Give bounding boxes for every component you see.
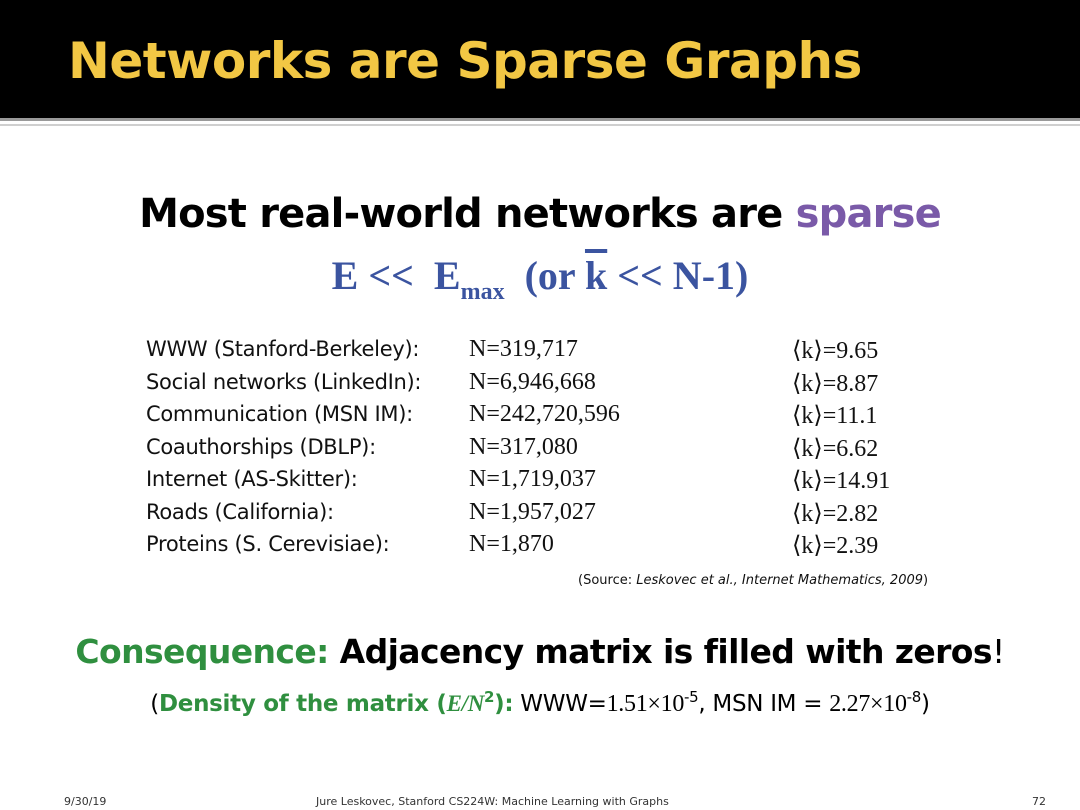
- title-divider: [0, 118, 1080, 121]
- density-msn-value: 2.27×10: [829, 691, 907, 717]
- node-count: N=1,957,027: [469, 498, 596, 525]
- network-name: Proteins (S. Cerevisiae):: [146, 532, 390, 556]
- avg-degree: ⟨k⟩=14.91: [792, 468, 891, 494]
- density-msn-exp: -8: [906, 688, 922, 706]
- network-name: Roads (California):: [146, 499, 334, 524]
- network-name: Coauthorships (DBLP):: [146, 434, 376, 459]
- title-divider-secondary: [0, 124, 1080, 126]
- density-label-text: Density of the matrix (: [158, 691, 447, 717]
- consequence-exclamation: !: [991, 632, 1005, 671]
- network-name: Social networks (LinkedIn):: [146, 369, 422, 394]
- table-row: Internet (AS-Skitter): N=1,719,037 ⟨k⟩=1…: [146, 466, 966, 500]
- headline: Most real-world networks are sparse: [0, 194, 1080, 234]
- avg-degree: ⟨k⟩=9.65: [792, 338, 879, 364]
- slide-title: Networks are Sparse Graphs: [68, 32, 862, 90]
- formula-part3: << N-1): [607, 253, 749, 298]
- node-count: N=317,080: [469, 433, 578, 460]
- formula-part2: (or: [504, 253, 585, 298]
- density-formula-exp: 2: [484, 688, 495, 706]
- density-msn-label: , MSN IM =: [698, 691, 830, 717]
- network-stats-table: WWW (Stanford-Berkeley): N=319,717 ⟨k⟩=9…: [146, 336, 966, 565]
- consequence-label: Consequence:: [75, 632, 329, 671]
- table-row: Social networks (LinkedIn): N=6,946,668 …: [146, 368, 966, 403]
- table-row: Roads (California): N=1,957,027 ⟨k⟩=2.82: [146, 498, 966, 533]
- avg-degree: ⟨k⟩=2.82: [792, 500, 879, 527]
- source-suffix: ): [923, 573, 929, 588]
- network-name: Internet (AS-Skitter):: [146, 467, 358, 491]
- density-www-exp: -5: [684, 688, 699, 706]
- avg-degree: ⟨k⟩=11.1: [792, 403, 878, 429]
- node-count: N=1,719,037: [469, 466, 596, 492]
- sparsity-formula: E << Emax (or k << N-1): [0, 253, 1080, 306]
- formula-kbar: k: [584, 253, 608, 298]
- source-reference: Leskovec et al., Internet Mathematics, 2…: [636, 573, 924, 588]
- node-count: N=242,720,596: [469, 401, 620, 427]
- consequence-text: Adjacency matrix is filled with zeros: [328, 632, 993, 671]
- density-label: Density of the matrix (E/N2):: [158, 688, 514, 718]
- density-formula: E/N: [446, 691, 485, 716]
- source-prefix: (Source:: [578, 573, 637, 588]
- density-www-value: 1.51×10: [606, 691, 685, 717]
- network-name: Communication (MSN IM):: [146, 402, 413, 426]
- formula-sub: max: [460, 279, 505, 305]
- title-bar: [0, 0, 1080, 118]
- density-note: (Density of the matrix (E/N2): WWW=1.51×…: [0, 690, 1080, 719]
- density-label-close: ):: [494, 691, 514, 717]
- table-row: Communication (MSN IM): N=242,720,596 ⟨k…: [146, 401, 966, 435]
- table-row: Proteins (S. Cerevisiae): N=1,870 ⟨k⟩=2.…: [146, 531, 966, 565]
- footer-date: 9/30/19: [64, 795, 107, 808]
- density-www-label: WWW=: [513, 691, 607, 717]
- footer-credit: Jure Leskovec, Stanford CS224W: Machine …: [316, 795, 669, 808]
- consequence-statement: Consequence: Adjacency matrix is filled …: [0, 635, 1080, 668]
- page-number: 72: [1032, 795, 1046, 808]
- headline-main: Most real-world networks are: [139, 191, 796, 237]
- node-count: N=6,946,668: [469, 368, 596, 395]
- headline-accent: sparse: [795, 191, 942, 237]
- avg-degree: ⟨k⟩=8.87: [792, 370, 879, 397]
- node-count: N=1,870: [469, 531, 554, 557]
- source-citation: (Source: Leskovec et al., Internet Mathe…: [578, 573, 928, 588]
- formula-part1: E << E: [331, 253, 461, 298]
- avg-degree: ⟨k⟩=2.39: [792, 533, 879, 559]
- network-name: WWW (Stanford-Berkeley):: [146, 337, 420, 361]
- node-count: N=319,717: [469, 336, 578, 362]
- table-row: Coauthorships (DBLP): N=317,080 ⟨k⟩=6.62: [146, 433, 966, 468]
- density-open: (: [150, 691, 159, 717]
- density-close: ): [921, 691, 930, 717]
- table-row: WWW (Stanford-Berkeley): N=319,717 ⟨k⟩=9…: [146, 336, 966, 370]
- avg-degree: ⟨k⟩=6.62: [792, 435, 879, 462]
